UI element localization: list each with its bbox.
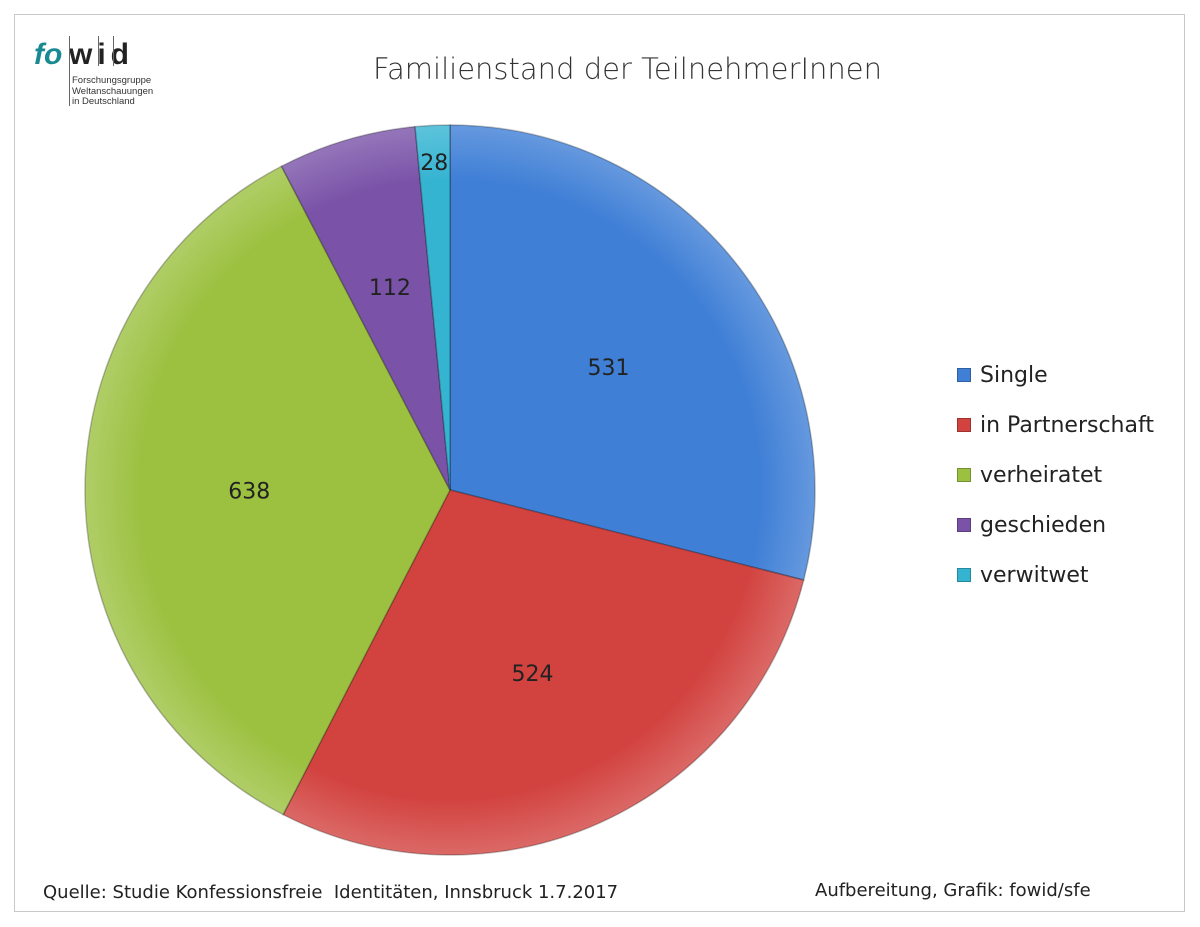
- pie-slice-single: [449, 124, 816, 581]
- chart-frame: [14, 14, 1185, 912]
- legend-label: in Partnerschaft: [980, 412, 1154, 438]
- data-label-in-partnerschaft: 524: [511, 662, 553, 687]
- logo-divider: [98, 36, 99, 66]
- legend-swatch: [957, 468, 971, 482]
- legend-item-verheiratet: verheiratet: [957, 450, 1154, 500]
- logo-divider: [69, 36, 70, 106]
- logo-text-fo: fo: [34, 38, 63, 71]
- data-label-single: 531: [588, 356, 630, 381]
- legend-swatch: [957, 368, 971, 382]
- legend-swatch: [957, 518, 971, 532]
- legend-item-verwitwet: verwitwet: [957, 550, 1154, 600]
- logo-divider: [113, 36, 114, 66]
- pie-slice-geschieden: [280, 125, 451, 491]
- logo-text-wid: wid: [69, 38, 134, 71]
- data-label-geschieden: 112: [369, 276, 411, 301]
- logo-subtitle-line: Forschungsgruppe: [72, 75, 152, 86]
- legend-swatch: [957, 568, 971, 582]
- legend-item-in-partnerschaft: in Partnerschaft: [957, 400, 1154, 450]
- pie-slice-verwitwet: [414, 124, 451, 491]
- legend-item-geschieden: geschieden: [957, 500, 1154, 550]
- pie-slice-verheiratet: [84, 165, 451, 816]
- legend: Single in Partnerschaft verheiratet geschie…: [957, 350, 1154, 600]
- data-label-verheiratet: 638: [228, 480, 270, 505]
- legend-label: verheiratet: [980, 462, 1103, 488]
- legend-label: Single: [980, 362, 1048, 388]
- legend-label: geschieden: [980, 512, 1107, 538]
- chart-title: Familienstand der TeilnehmerInnen: [373, 52, 882, 86]
- logo-subtitle: Forschungsgruppe Weltanschauungen in Deu…: [72, 75, 154, 108]
- legend-item-single: Single: [957, 350, 1154, 400]
- fowid-logo: fo wid Forschungsgruppe Weltanschauungen…: [34, 36, 184, 116]
- pie-slice-in-partnerschaft: [282, 489, 805, 856]
- logo-subtitle-line: in Deutschland: [72, 96, 135, 107]
- legend-label: verwitwet: [980, 562, 1089, 588]
- legend-swatch: [957, 418, 971, 432]
- source-note: Quelle: Studie Konfessionsfreie Identitä…: [43, 882, 619, 903]
- data-label-verwitwet: 28: [420, 151, 448, 176]
- logo-subtitle-line: Weltanschauungen: [72, 85, 154, 97]
- credit-note: Aufbereitung, Grafik: fowid/sfe: [815, 880, 1091, 901]
